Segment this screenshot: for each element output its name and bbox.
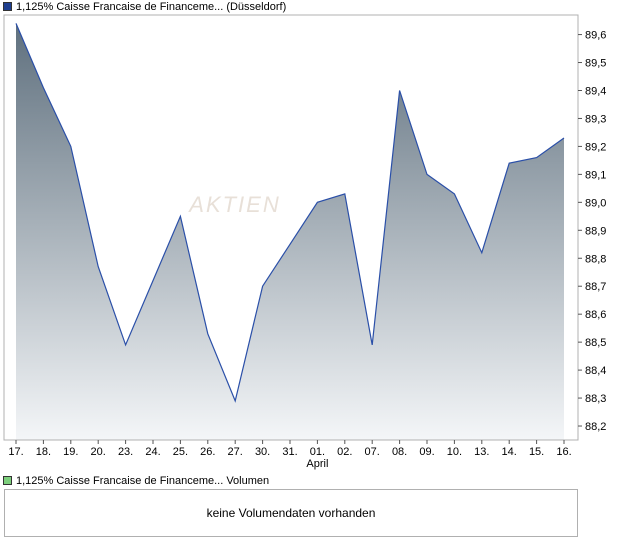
x-tick-label: 31. (282, 446, 297, 458)
x-tick-label: 17. (8, 446, 23, 458)
y-tick-label: 88,9 (585, 225, 606, 237)
main-legend: 1,125% Caisse Francaise de Financeme... … (3, 0, 286, 14)
y-tick-label: 89,0 (585, 197, 606, 209)
y-tick-label: 88,5 (585, 337, 606, 349)
x-tick-label: 27. (228, 446, 243, 458)
no-volume-message: keine Volumendaten vorhanden (206, 506, 376, 520)
y-tick-label: 88,8 (585, 253, 606, 265)
y-tick-label: 89,6 (585, 30, 606, 42)
x-tick-label: 01. (310, 446, 325, 458)
x-tick-label: 30. (255, 446, 270, 458)
x-tick-label: 13. (474, 446, 489, 458)
x-tick-label: 19. (63, 446, 78, 458)
y-tick-label: 88,3 (585, 393, 606, 405)
main-legend-label: 1,125% Caisse Francaise de Financeme... … (16, 1, 287, 13)
x-tick-label: 08. (392, 446, 407, 458)
y-tick-label: 88,4 (585, 365, 606, 377)
x-tick-label: 09. (419, 446, 434, 458)
x-tick-label: 23. (118, 446, 133, 458)
x-tick-label: 02. (337, 446, 352, 458)
volume-series-swatch (3, 476, 12, 485)
watermark-text: AKTIEN (187, 192, 280, 217)
x-tick-label: 18. (36, 446, 51, 458)
y-tick-label: 89,2 (585, 141, 606, 153)
price-area (16, 23, 564, 441)
x-tick-label: 20. (91, 446, 106, 458)
price-line (15, 23, 565, 403)
y-tick-label: 88,2 (585, 421, 606, 433)
x-tick-label: 26. (200, 446, 215, 458)
x-tick-label: 10. (447, 446, 462, 458)
y-tick-label: 88,6 (585, 309, 606, 321)
x-axis: 17. 18. 19. 20. 23. 24. 25. 26. 27. 30. 31. 01. 02. 0… (8, 440, 572, 470)
x-month-label: April (306, 458, 328, 470)
x-tick-label: 15. (529, 446, 544, 458)
y-axis: 89,6 89,5 89,4 89,3 89,2 89,1 89,0 88,9 88,8 88,7… (578, 30, 606, 433)
y-tick-label: 89,5 (585, 58, 606, 70)
plot-frame (3, 14, 579, 441)
volume-legend-label: 1,125% Caisse Francaise de Financeme... … (16, 475, 270, 487)
volume-legend: 1,125% Caisse Francaise de Financeme... … (3, 474, 269, 488)
x-tick-label: 14. (502, 446, 517, 458)
main-series-swatch (3, 2, 12, 11)
y-tick-label: 89,4 (585, 85, 606, 97)
x-tick-label: 25. (173, 446, 188, 458)
price-chart: AKTIEN 89,689,589,489,389,289,189,088,98… (3, 14, 606, 470)
volume-panel: keine Volumendaten vorhanden (4, 489, 578, 537)
y-tick-label: 89,3 (585, 113, 606, 125)
y-tick-label: 88,7 (585, 281, 606, 293)
y-tick-label: 89,1 (585, 169, 606, 181)
x-tick-label: 16. (556, 446, 571, 458)
x-tick-label: 07. (365, 446, 380, 458)
x-tick-label: 24. (145, 446, 160, 458)
